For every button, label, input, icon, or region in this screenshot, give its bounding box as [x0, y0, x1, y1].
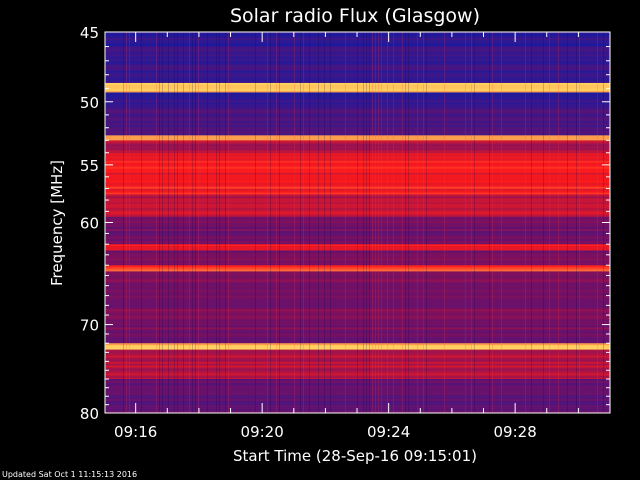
frequency-band	[105, 140, 610, 154]
x-tick-label: 09:20	[241, 423, 284, 441]
frequency-band	[105, 194, 610, 218]
frequency-band	[105, 46, 610, 84]
frequency-band	[105, 82, 610, 93]
frequency-band	[105, 244, 610, 251]
y-axis: 45 50 55 60 70 80	[80, 24, 610, 423]
frequency-band	[105, 121, 610, 136]
chart-title: Solar radio Flux (Glasgow)	[230, 5, 480, 27]
x-tick-label: 09:24	[367, 423, 410, 441]
x-tick-label: 09:16	[114, 423, 157, 441]
y-tick-label: 50	[80, 94, 99, 112]
frequency-band	[105, 135, 610, 141]
y-tick-label: 45	[80, 24, 99, 42]
y-axis-label: Frequency [MHz]	[48, 160, 66, 286]
updated-timestamp: Updated Sat Oct 1 11:15:13 2016	[2, 470, 138, 479]
x-axis-label: Start Time (28-Sep-16 09:15:01)	[233, 447, 477, 465]
frequency-band	[105, 250, 610, 266]
x-tick-label: 09:28	[494, 423, 537, 441]
y-tick-label: 55	[80, 157, 99, 175]
frequency-band	[105, 271, 610, 344]
time-texture	[105, 32, 604, 413]
y-tick-label: 60	[80, 215, 99, 233]
y-tick-label: 70	[80, 317, 99, 335]
y-tick-label: 80	[80, 405, 99, 423]
frequency-band	[105, 216, 610, 245]
frequency-band	[105, 92, 610, 107]
frequency-band	[105, 343, 610, 350]
frequency-band	[105, 105, 610, 122]
frequency-band	[105, 152, 610, 195]
x-axis: 09:16 09:20 09:24 09:28	[114, 32, 611, 441]
frequency-band	[105, 349, 610, 380]
plot-area	[105, 32, 610, 414]
